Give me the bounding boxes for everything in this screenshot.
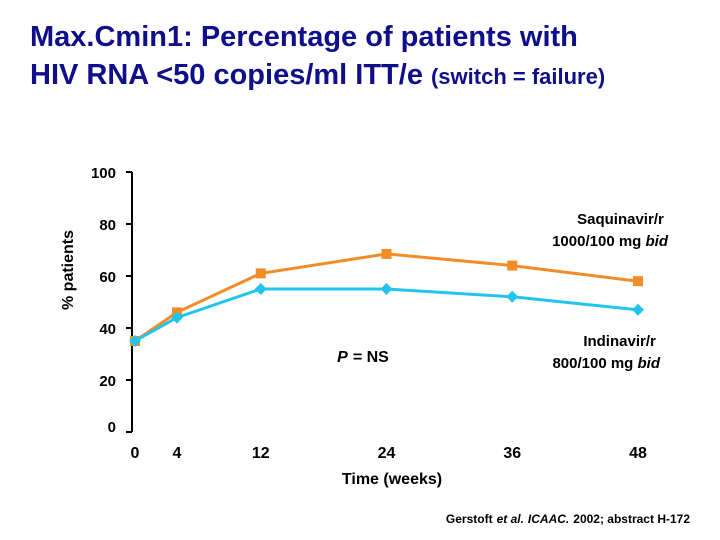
footnote-part: ICAAC. <box>528 512 569 526</box>
marker <box>170 311 183 324</box>
footnote: Gerstoft et al. ICAAC. 2002; abstract H-172 <box>446 512 690 526</box>
footnote-part: et al. <box>497 512 524 526</box>
series-label-part: bid <box>646 233 669 250</box>
series-line <box>134 252 639 343</box>
chart-title-line: HIV RNA <50 copies/ml ITT/e (switch = fai… <box>30 59 605 91</box>
series-label-part: Saquinavir/r <box>577 211 668 228</box>
marker <box>381 248 392 259</box>
chart-title-part: HIV RNA <50 copies/ml ITT/e <box>30 59 423 91</box>
x-tick-label: 4 <box>172 445 181 462</box>
series-label-part: 800/100 mg <box>552 355 637 372</box>
marker <box>633 276 643 287</box>
series-label: Indinavir/r 800/100 mg bid <box>552 333 660 372</box>
annotation-part: = NS <box>353 349 389 366</box>
marker <box>380 283 393 295</box>
chart-title-part: (switch = failure) <box>431 64 605 89</box>
y-tick-label: 0 <box>108 419 116 436</box>
x-tick-label: 0 <box>131 445 140 462</box>
y-tick-label: 60 <box>99 269 116 286</box>
x-tick-label: 48 <box>629 445 647 462</box>
marker <box>255 268 266 279</box>
y-tick-label: 100 <box>91 165 116 182</box>
footnote-part: 2002; abstract H-172 <box>573 512 690 526</box>
x-tick-label: 12 <box>252 445 270 462</box>
y-tick-label: 40 <box>99 321 116 338</box>
marker <box>254 283 267 295</box>
annotation: P = NS <box>337 349 389 366</box>
series-label-part: Indinavir/r <box>583 333 660 350</box>
series-label-part: 1000/100 mg <box>552 233 645 250</box>
series-label: Saquinavir/r 1000/100 mg bid <box>552 211 669 250</box>
marker <box>632 303 644 316</box>
marker <box>129 335 141 347</box>
x-tick-label: 36 <box>503 445 521 462</box>
x-axis-label: Time (weeks) <box>342 471 442 488</box>
series-label-part: bid <box>638 355 661 372</box>
x-tick-label: 24 <box>378 445 396 462</box>
marker <box>506 290 519 303</box>
footnote-part: Gerstoft <box>446 512 493 526</box>
chart-title-line: Max.Cmin1: Percentage of patients with <box>30 21 578 53</box>
y-tick-label: 80 <box>99 217 116 234</box>
series-line <box>134 287 639 343</box>
y-tick-label: 20 <box>99 373 116 390</box>
marker <box>507 260 518 271</box>
y-axis-label: % patients <box>60 230 77 310</box>
annotation-part: P <box>337 349 348 366</box>
